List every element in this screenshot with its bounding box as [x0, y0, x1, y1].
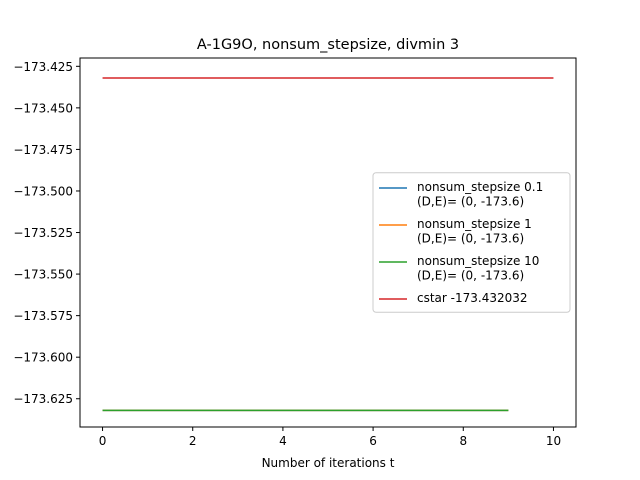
legend-label-1: nonsum_stepsize 0.1 (D,E)= (0, -173.6) [417, 180, 543, 209]
y-tick-label: −173.625 [13, 392, 73, 406]
x-tick-label: 8 [459, 434, 467, 448]
y-tick-label: −173.450 [13, 101, 73, 115]
legend-label-4: cstar -173.432032 [417, 291, 528, 305]
x-tick-label: 10 [546, 434, 561, 448]
y-tick-label: −173.500 [13, 184, 73, 198]
x-tick-label: 4 [279, 434, 287, 448]
legend-label-3: nonsum_stepsize 10 (D,E)= (0, -173.6) [417, 254, 539, 283]
y-tick-label: −173.425 [13, 60, 73, 74]
plot-area-frame [79, 57, 577, 428]
y-tick-label: −173.475 [13, 143, 73, 157]
legend-label-2: nonsum_stepsize 1 (D,E)= (0, -173.6) [417, 217, 532, 246]
legend: nonsum_stepsize 0.1 (D,E)= (0, -173.6) non… [372, 172, 571, 313]
y-tick-label: −173.575 [13, 309, 73, 323]
plot-series [102, 77, 554, 412]
x-axis-label: Number of iterations t [262, 456, 395, 470]
x-tick-label: 6 [369, 434, 377, 448]
y-tick-label: −173.525 [13, 226, 73, 240]
x-tick-label: 0 [99, 434, 107, 448]
x-axis: 0 2 4 6 8 10 [99, 427, 561, 448]
legend-box [372, 172, 571, 313]
x-tick-label: 2 [189, 434, 197, 448]
y-tick-label: −173.550 [13, 268, 73, 282]
y-tick-label: −173.600 [13, 351, 73, 365]
y-axis: −173.425 −173.450 −173.475 −173.500 −173.525… [13, 60, 80, 406]
chart-title: A-1G9O, nonsum_stepsize, divmin 3 [197, 37, 459, 53]
